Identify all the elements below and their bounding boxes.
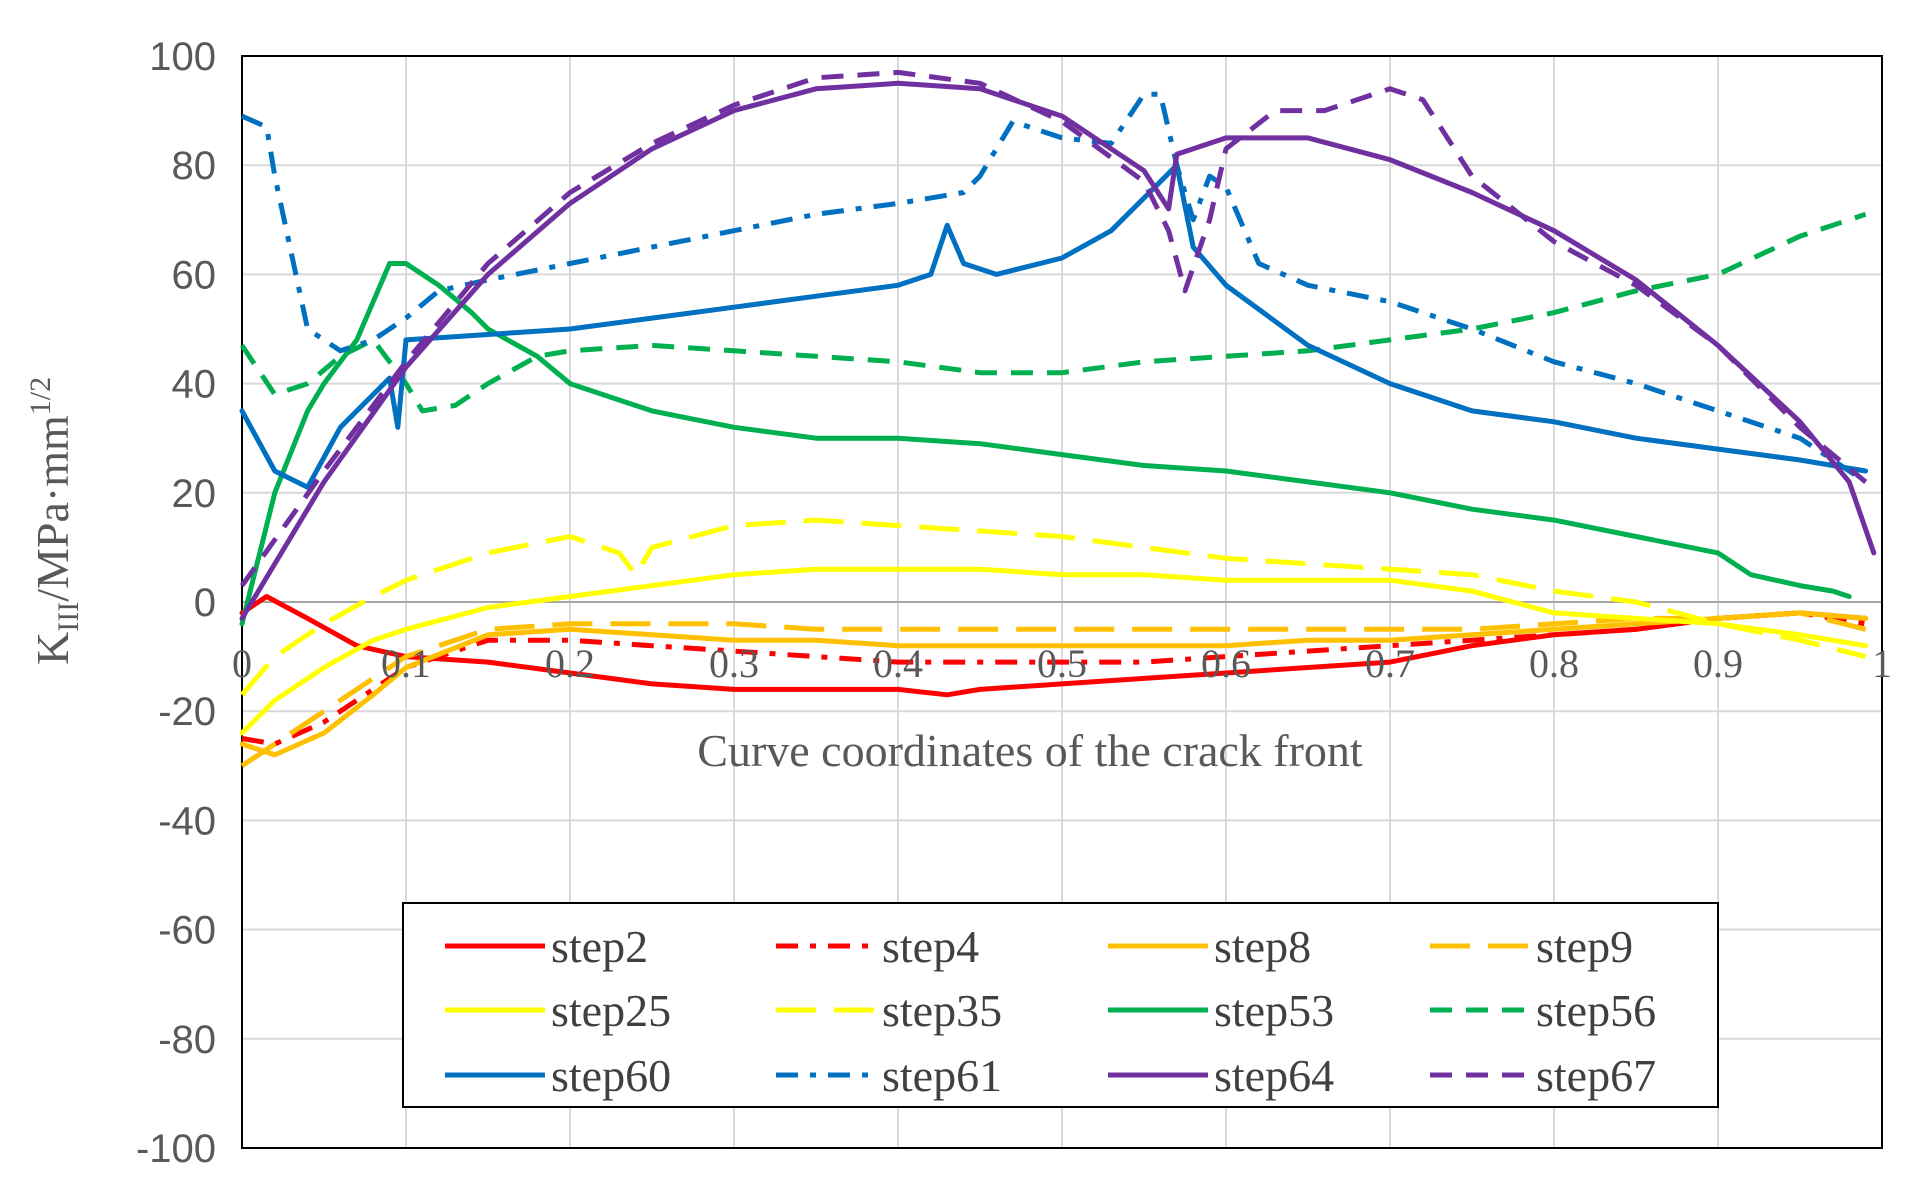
x-tick-label: 0.8 <box>1529 641 1579 686</box>
legend-box <box>402 902 1719 1108</box>
y-tick-label: -60 <box>158 909 216 953</box>
series-line-step25 <box>239 566 1869 736</box>
legend-label-step9: step9 <box>1536 921 1633 972</box>
x-tick-labels: 0 0.1 0.2 0.3 0.4 0.5 0.6 0.7 0.8 0.9 1 <box>232 641 1892 686</box>
series-line-step53 <box>239 261 1852 627</box>
y-tick-label: -20 <box>158 690 216 734</box>
y-axis-label: KIII/MPa·mm1/2 <box>24 377 85 665</box>
series-line-step64 <box>239 80 1877 621</box>
y-axis-label-sub: III <box>52 602 85 632</box>
y-tick-labels: 100 80 60 40 20 0 -20 -40 -60 -80 -100 <box>136 35 216 1171</box>
y-tick-label: 40 <box>172 363 217 407</box>
legend-label-step64: step64 <box>1214 1050 1334 1101</box>
plot-area-frame <box>241 55 1883 1149</box>
y-axis-label-sup: 1/2 <box>24 377 57 415</box>
y-axis-label-rest: /MPa·mm <box>27 415 78 602</box>
x-axis-label: Curve coordinates of the crack front <box>697 725 1363 776</box>
x-tick-label: 0.4 <box>873 641 923 686</box>
x-tick-label: 0.9 <box>1693 641 1743 686</box>
y-tick-label: 0 <box>194 581 216 625</box>
legend-label-step8: step8 <box>1214 921 1311 972</box>
y-tick-label: 80 <box>172 144 217 188</box>
x-tick-label: 0.5 <box>1037 641 1087 686</box>
series-line-step8 <box>239 610 1869 758</box>
series-line-step67 <box>239 69 1868 588</box>
legend-label-step25: step25 <box>551 985 671 1036</box>
series-line-step35 <box>240 517 1867 697</box>
legend-label-step61: step61 <box>882 1050 1002 1101</box>
legend-label-step56: step56 <box>1536 985 1656 1036</box>
series-line-step9 <box>240 610 1867 768</box>
x-tick-label: 0.7 <box>1365 641 1415 686</box>
y-tick-label: -40 <box>158 799 216 843</box>
x-tick-label: 0 <box>232 641 252 686</box>
series-line-step61 <box>240 91 1867 484</box>
legend-label-step4: step4 <box>882 921 979 972</box>
x-tick-label: 0.3 <box>709 641 759 686</box>
y-tick-label: -80 <box>158 1018 216 1062</box>
legend-label-step60: step60 <box>551 1050 671 1101</box>
y-axis-label-main: K <box>27 632 78 665</box>
legend-label-step35: step35 <box>882 985 1002 1036</box>
legend-label-step67: step67 <box>1536 1050 1656 1101</box>
y-tick-label: -100 <box>136 1127 216 1171</box>
series-lines <box>239 69 1877 768</box>
legend-label-step53: step53 <box>1214 985 1334 1036</box>
legend: step2 step4 step8 step9 step25 step35 step53 st… <box>402 902 1719 1108</box>
x-tick-label: 0.1 <box>381 641 431 686</box>
x-tick-label: 0.6 <box>1201 641 1251 686</box>
y-tick-label: 20 <box>172 472 217 516</box>
x-tick-label: 1 <box>1872 641 1892 686</box>
x-tick-label: 0.2 <box>545 641 595 686</box>
y-tick-label: 60 <box>172 253 217 297</box>
series-line-step56 <box>239 211 1867 414</box>
y-tick-label: 100 <box>149 35 216 79</box>
legend-label-step2: step2 <box>551 921 648 972</box>
